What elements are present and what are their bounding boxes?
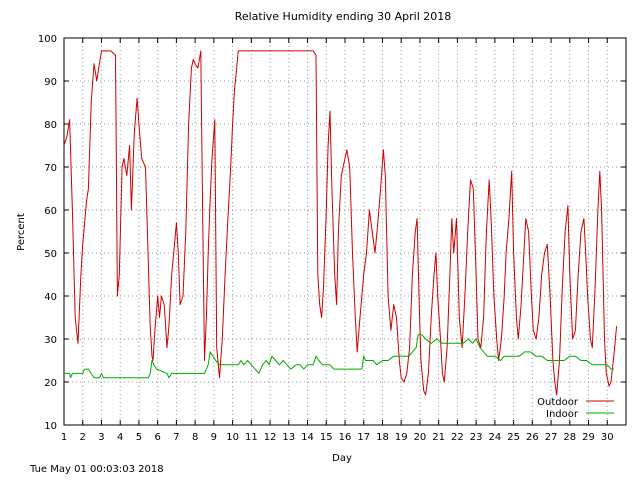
chart-title: Relative Humidity ending 30 April 2018: [235, 10, 452, 23]
y-tick-label: 60: [44, 206, 57, 217]
y-tick-label: 100: [38, 34, 57, 45]
x-tick-label: 24: [488, 432, 501, 443]
x-tick-label: 16: [339, 432, 352, 443]
x-tick-label: 25: [507, 432, 520, 443]
y-tick-label: 80: [44, 120, 57, 131]
legend-label-outdoor: Outdoor: [537, 397, 579, 408]
x-tick-label: 30: [601, 432, 614, 443]
x-tick-label: 3: [98, 432, 104, 443]
series-lines: [63, 50, 618, 396]
x-axis-ticks: 1 2 3 4 5 6 7 8 9 10 11 12 13 14 15 16 17 18 19 20 21 22 23 24 2…: [61, 38, 614, 443]
x-tick-label: 1: [61, 432, 67, 443]
y-tick-label: 20: [44, 378, 57, 389]
y-axis-ticks: 10 20 30 40 50 60 70 80 90 100: [38, 34, 626, 432]
x-tick-label: 8: [192, 432, 198, 443]
y-tick-label: 40: [44, 292, 57, 303]
x-tick-label: 26: [526, 432, 539, 443]
x-tick-label: 5: [136, 432, 142, 443]
x-tick-label: 20: [414, 432, 427, 443]
x-tick-label: 12: [264, 432, 277, 443]
x-tick-label: 22: [451, 432, 464, 443]
footer-timestamp: Tue May 01 00:03:03 2018: [30, 464, 164, 475]
x-tick-label: 21: [432, 432, 445, 443]
x-tick-label: 10: [226, 432, 239, 443]
grid-lines: [64, 38, 626, 425]
x-tick-label: 18: [376, 432, 389, 443]
x-tick-label: 9: [211, 432, 217, 443]
x-tick-label: 29: [582, 432, 595, 443]
x-tick-label: 15: [320, 432, 333, 443]
x-axis-label: Day: [332, 453, 352, 464]
x-tick-label: 7: [173, 432, 179, 443]
x-tick-label: 28: [563, 432, 576, 443]
y-tick-label: 70: [44, 163, 57, 174]
series-line-outdoor: [63, 50, 618, 396]
y-tick-label: 50: [44, 249, 57, 260]
x-tick-label: 19: [395, 432, 408, 443]
x-tick-label: 27: [545, 432, 558, 443]
y-tick-label: 30: [44, 335, 57, 346]
x-tick-label: 13: [282, 432, 295, 443]
series-line-indoor: [64, 334, 614, 379]
y-tick-label: 10: [44, 421, 57, 432]
x-tick-label: 11: [245, 432, 258, 443]
x-tick-label: 6: [154, 432, 160, 443]
x-tick-label: 17: [357, 432, 370, 443]
x-tick-label: 23: [470, 432, 483, 443]
legend-label-indoor: Indoor: [546, 409, 579, 420]
x-tick-label: 4: [117, 432, 123, 443]
y-tick-label: 90: [44, 77, 57, 88]
x-tick-label: 2: [80, 432, 86, 443]
x-tick-label: 14: [301, 432, 314, 443]
y-axis-label: Percent: [16, 213, 27, 251]
